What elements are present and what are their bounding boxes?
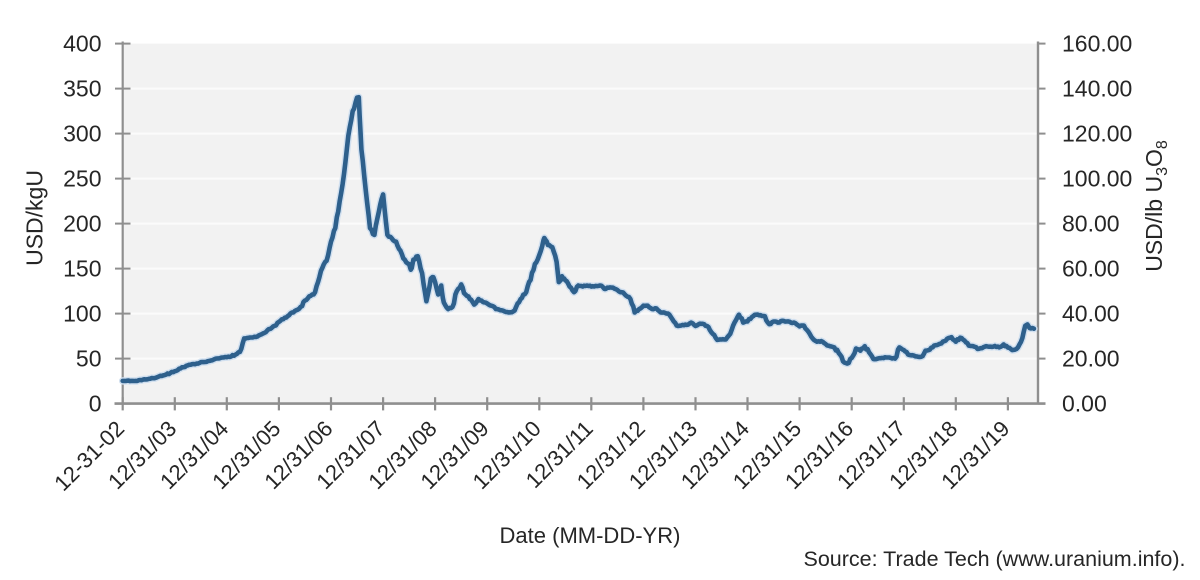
svg-text:USD/kgU: USD/kgU [22, 170, 48, 266]
svg-text:120.00: 120.00 [1062, 121, 1132, 147]
svg-text:300: 300 [63, 121, 101, 147]
svg-text:80.00: 80.00 [1062, 211, 1120, 237]
svg-text:250: 250 [63, 166, 101, 192]
svg-text:200: 200 [63, 211, 101, 237]
svg-text:140.00: 140.00 [1062, 76, 1132, 102]
svg-text:Source: Trade Tech (www.uraniu: Source: Trade Tech (www.uranium.info). [804, 547, 1186, 571]
svg-text:160.00: 160.00 [1062, 31, 1132, 57]
svg-text:40.00: 40.00 [1062, 301, 1120, 327]
svg-text:USD/lb U3O8: USD/lb U3O8 [1141, 140, 1171, 272]
svg-text:0.00: 0.00 [1062, 391, 1107, 417]
svg-text:150: 150 [63, 256, 101, 282]
svg-text:50: 50 [76, 346, 102, 372]
svg-text:100.00: 100.00 [1062, 166, 1132, 192]
svg-text:60.00: 60.00 [1062, 256, 1120, 282]
svg-text:350: 350 [63, 76, 101, 102]
svg-text:20.00: 20.00 [1062, 346, 1120, 372]
svg-text:400: 400 [63, 31, 101, 57]
svg-text:0: 0 [89, 391, 102, 417]
svg-text:100: 100 [63, 301, 101, 327]
svg-text:Date (MM-DD-YR): Date (MM-DD-YR) [500, 523, 681, 548]
